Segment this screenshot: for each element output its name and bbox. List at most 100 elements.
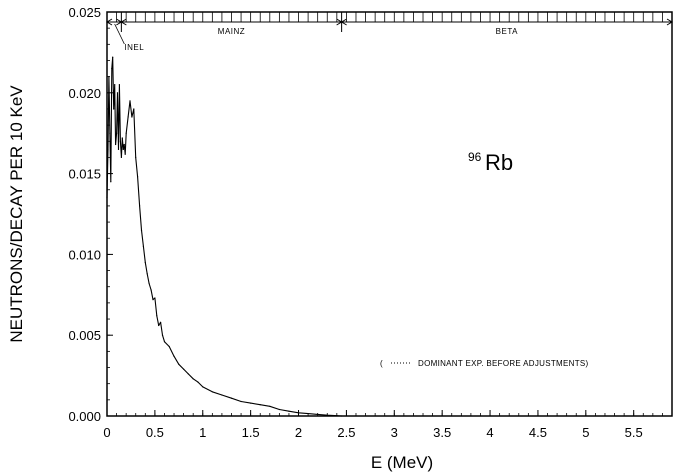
data-point [148, 282, 150, 285]
data-point [192, 378, 194, 380]
data-point [115, 143, 117, 146]
data-point [154, 297, 156, 299]
legend: ( DOMINANT EXP. BEFORE ADJUSTMENTS) [380, 359, 589, 368]
data-point [278, 408, 280, 411]
data-point [116, 132, 118, 134]
data-point [133, 108, 135, 110]
data-point [250, 402, 252, 404]
y-tick-label: 0.015 [68, 167, 101, 182]
data-point [187, 373, 189, 375]
data-point [168, 345, 170, 348]
isotope-mass-number: 96 [468, 150, 482, 164]
region-ruler: INEL MAINZ BETA [106, 12, 673, 52]
data-point [131, 116, 133, 118]
x-tick-label: 1 [199, 425, 206, 440]
region-arrow-right [666, 18, 673, 26]
data-point [146, 273, 148, 275]
x-tick-label: 3.5 [433, 425, 451, 440]
data-point [122, 148, 124, 150]
y-tick-label: 0.005 [68, 328, 101, 343]
data-point [211, 391, 213, 393]
data-point [297, 412, 300, 414]
series-layer [106, 56, 343, 417]
y-tick-label: 0.020 [68, 86, 101, 101]
data-point [117, 148, 120, 150]
data-point [137, 176, 139, 178]
x-tick-label: 2.5 [337, 425, 355, 440]
data-point [221, 394, 223, 396]
data-point [173, 355, 175, 357]
data-point [107, 148, 109, 150]
x-tick-label: 4.5 [529, 425, 547, 440]
data-point [156, 315, 158, 317]
data-point [160, 321, 162, 323]
plot-frame [106, 11, 673, 417]
x-axis: 0 0.5 1 1.5 2 2.5 3 3.5 4 4.5 5 5.5 [103, 410, 673, 440]
data-point [178, 363, 180, 365]
data-point [341, 415, 343, 417]
data-point [124, 153, 126, 155]
data-point [139, 205, 141, 207]
data-point [326, 414, 328, 416]
region-leader-line [114, 23, 125, 45]
spectrum-line [106, 56, 342, 417]
x-tick-label: 1.5 [242, 425, 260, 440]
x-tick-label: 3 [391, 425, 398, 440]
data-point [106, 197, 108, 199]
data-point [158, 324, 160, 327]
data-point [116, 92, 119, 94]
data-point [307, 413, 309, 415]
data-point [112, 56, 114, 58]
data-point [127, 116, 129, 118]
data-point [120, 156, 122, 158]
isotope-element: Rb [485, 150, 513, 175]
data-point [288, 410, 290, 412]
region-label: BETA [496, 27, 518, 36]
data-point [123, 143, 125, 146]
data-point [142, 245, 144, 247]
isotope-annotation: 96 Rb [468, 150, 513, 175]
data-point [113, 108, 115, 110]
data-point [140, 229, 143, 231]
x-tick-label: 5.5 [625, 425, 643, 440]
data-point [163, 341, 166, 343]
data-point [121, 137, 123, 139]
legend-label: DOMINANT EXP. BEFORE ADJUSTMENTS) [418, 359, 589, 368]
data-point [259, 404, 261, 406]
y-tick-label: 0.025 [68, 5, 101, 20]
data-point [119, 140, 121, 142]
data-point [110, 181, 112, 183]
data-point [135, 156, 137, 158]
region-label: MAINZ [218, 27, 245, 36]
data-point [202, 386, 204, 388]
data-point [240, 400, 242, 403]
data-point [129, 100, 131, 102]
data-point [108, 76, 110, 78]
region-arrow-left [106, 18, 113, 26]
data-point [336, 415, 338, 417]
data-point [161, 334, 164, 336]
data-point [125, 132, 127, 134]
x-tick-label: 2 [295, 425, 302, 440]
data-point [150, 289, 152, 291]
data-point [152, 299, 154, 301]
y-tick-label: 0.010 [68, 247, 101, 262]
region-arrow-left [120, 18, 127, 26]
data-point [114, 84, 116, 86]
region-label: INEL [124, 43, 144, 52]
data-point [118, 84, 120, 86]
x-tick-label: 0.5 [146, 425, 164, 440]
region-arrow-left [340, 18, 347, 26]
data-point [230, 397, 233, 399]
x-axis-title: E (MeV) [371, 453, 433, 472]
x-tick-label: 5 [582, 425, 589, 440]
legend-prefix: ( [380, 359, 383, 368]
data-point [317, 413, 319, 415]
data-point [197, 381, 199, 383]
y-axis: 0.000 0.005 0.010 0.015 0.020 0.025 [68, 5, 113, 424]
x-tick-label: 0 [103, 425, 110, 440]
data-point [269, 405, 271, 407]
data-point [183, 368, 185, 370]
x-tick-label: 4 [486, 425, 493, 440]
